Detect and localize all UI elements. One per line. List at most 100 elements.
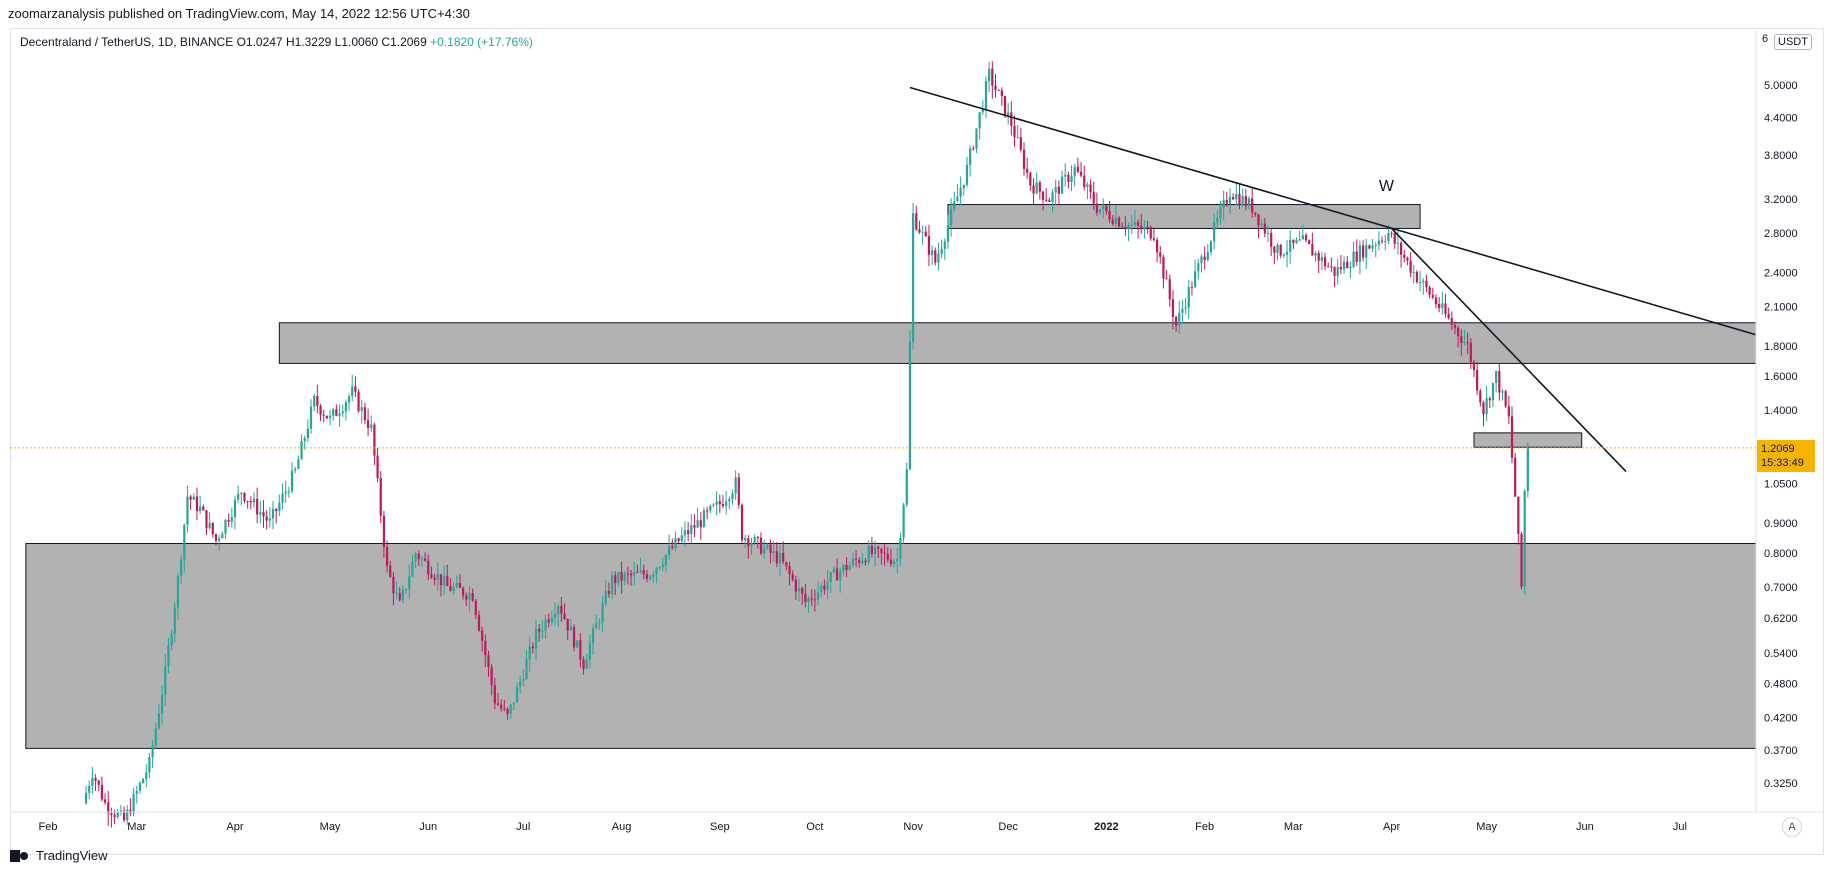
candle-body: [481, 630, 484, 641]
candle-body: [1200, 256, 1203, 264]
candle-body: [430, 574, 433, 578]
candle-body: [1152, 238, 1156, 240]
candle-body: [443, 576, 446, 586]
candle-body: [97, 780, 100, 785]
candle-body: [237, 493, 240, 500]
candle-body: [382, 515, 386, 548]
trendline[interactable]: [909, 86, 1757, 336]
candle-body: [1238, 193, 1241, 206]
candle-body: [335, 409, 338, 416]
candle-body: [1368, 245, 1371, 249]
price-tick-label: 0.6200: [1764, 613, 1798, 625]
candle-body: [965, 164, 969, 185]
candle-body: [1403, 254, 1406, 258]
candle-body: [915, 213, 918, 230]
candle-body: [1393, 233, 1396, 244]
candle-body: [1289, 239, 1292, 252]
price-tick-label: 5.0000: [1764, 80, 1798, 92]
candle-body: [287, 491, 290, 493]
candle-body: [389, 565, 392, 577]
candle-body: [1406, 257, 1409, 261]
candle-body: [1428, 287, 1431, 295]
candle-body: [664, 554, 668, 565]
pattern-label: W: [1379, 178, 1395, 195]
candle-body: [347, 396, 351, 403]
candle-body: [1349, 266, 1352, 269]
candle-body: [332, 409, 335, 416]
candle-body: [1133, 222, 1137, 225]
candle-body: [1194, 271, 1197, 288]
candle-body: [240, 493, 243, 495]
candle-body: [709, 505, 712, 511]
candle-body: [1171, 299, 1175, 317]
candle-body: [931, 250, 934, 255]
candle-body: [582, 659, 585, 669]
candle-body: [1213, 222, 1216, 242]
candle-body: [1415, 272, 1419, 283]
candle-body: [579, 640, 582, 660]
zones-layer: [25, 204, 1757, 749]
candle-body: [791, 574, 794, 580]
candle-body: [1384, 241, 1387, 243]
candle-body: [823, 585, 826, 590]
candle-body: [122, 810, 126, 821]
candle-body: [610, 575, 614, 595]
zone-rect[interactable]: [25, 542, 1757, 749]
candle-body: [1251, 198, 1254, 213]
candle-body: [180, 559, 183, 577]
candle-body: [1358, 245, 1362, 262]
candle-body: [639, 570, 642, 573]
symbol-name[interactable]: Decentraland / TetherUS, 1D, BINANCE: [20, 35, 234, 49]
candle-body: [1276, 244, 1279, 253]
symbol-legend[interactable]: Decentraland / TetherUS, 1D, BINANCE O1.…: [20, 35, 533, 49]
candle-body: [297, 459, 300, 469]
candle-body: [1206, 252, 1209, 261]
candle-body: [896, 559, 899, 561]
candle-body: [420, 558, 424, 560]
trendline[interactable]: [1391, 227, 1627, 473]
candle-body: [344, 402, 348, 412]
candle-body: [1526, 447, 1529, 492]
candle-body: [496, 703, 500, 705]
candle-body: [427, 560, 430, 575]
candle-body: [1517, 496, 1520, 534]
candle-body: [1387, 232, 1390, 242]
candle-body: [278, 502, 281, 511]
candle-body: [721, 504, 725, 506]
candle-body: [702, 510, 706, 527]
candle-body: [835, 568, 839, 581]
candle-body: [1317, 253, 1320, 261]
currency-selector[interactable]: USDT: [1774, 34, 1812, 50]
candle-body: [788, 566, 791, 575]
last-price-badge: 1.2069 15:33:49: [1757, 440, 1815, 472]
candle-body: [145, 772, 148, 779]
time-tick-label: Mar: [127, 821, 146, 833]
candle-body: [1352, 251, 1355, 267]
candle-body: [667, 546, 671, 555]
candle-body: [1438, 304, 1441, 309]
candle-body: [233, 499, 237, 518]
candle-body: [1292, 239, 1295, 243]
candle-body: [1266, 232, 1270, 234]
candle-body: [1298, 239, 1301, 241]
candle-body: [218, 538, 221, 541]
candle-body: [911, 213, 915, 342]
candle-body: [1314, 253, 1317, 256]
candle-body: [1482, 402, 1485, 415]
candle-body: [417, 553, 420, 560]
candle-body: [601, 603, 604, 623]
price-tick-label: 0.9000: [1764, 518, 1798, 530]
candle-body: [1130, 224, 1133, 226]
zone-rect[interactable]: [278, 322, 1757, 364]
candle-body: [395, 592, 398, 594]
candle-body: [845, 564, 848, 571]
last-price-value: 1.2069: [1761, 443, 1795, 455]
candle-body: [138, 783, 142, 791]
candle-body: [563, 613, 566, 619]
auto-scale-button[interactable]: A: [1782, 817, 1802, 837]
candle-body: [991, 68, 994, 86]
candle-body: [94, 777, 97, 781]
candle-body: [1396, 242, 1400, 244]
candle-body: [975, 128, 978, 149]
